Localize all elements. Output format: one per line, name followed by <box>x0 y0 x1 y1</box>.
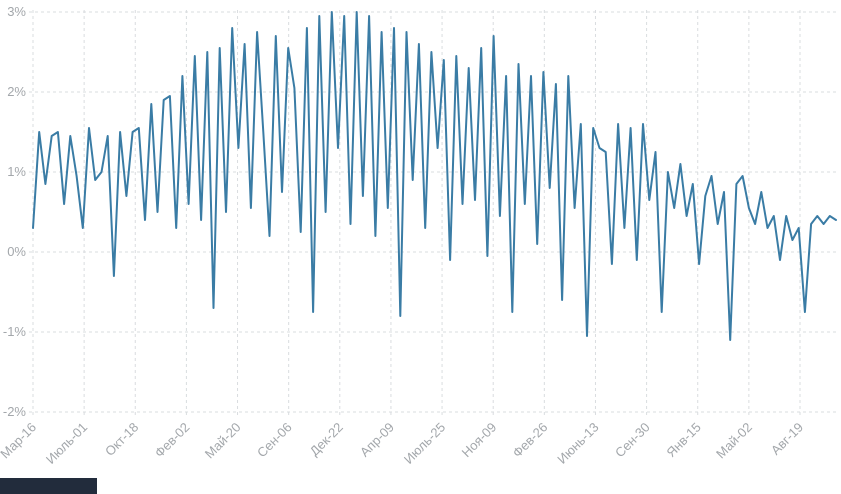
x-axis-tick-label: Май-20 <box>202 420 244 462</box>
x-axis-tick-label: Июль-25 <box>401 420 448 467</box>
bottom-left-dark-box <box>0 478 97 494</box>
x-axis-tick-label: Июль-01 <box>43 420 90 467</box>
y-axis-tick-label: 3% <box>7 4 26 19</box>
y-axis-tick-label: 0% <box>7 244 26 259</box>
x-axis-tick-label: Окт-18 <box>102 420 141 459</box>
x-axis-tick-label: Янв-15 <box>663 420 703 460</box>
x-axis-tick-label: Фев-26 <box>510 420 551 461</box>
y-axis-tick-label: -1% <box>3 324 27 339</box>
x-axis-labels: Мар-16Июль-01 Окт-18 Фев-02Май-20Сен-06 Дек… <box>0 420 806 467</box>
vertical-gridlines <box>33 10 800 416</box>
x-axis-tick-label: Дек-22 <box>307 420 346 459</box>
x-axis-tick-label: Май-02 <box>713 420 755 462</box>
x-axis-tick-label: Сен-30 <box>612 420 653 461</box>
x-axis-tick-label: Мар-16 <box>0 420 39 462</box>
x-axis-tick-label: Апр-09 <box>357 420 397 460</box>
data-series-line <box>33 12 836 340</box>
x-axis-tick-label: Авг-19 <box>768 420 806 458</box>
x-axis-tick-label: Фев-02 <box>152 420 193 461</box>
chart-page: 3% 2% 1% 0% -1% -2% Мар-16Июль-01 Окт-18 Фев-02… <box>0 0 841 494</box>
line-chart: 3% 2% 1% 0% -1% -2% Мар-16Июль-01 Окт-18 Фев-02… <box>0 0 841 494</box>
y-axis-tick-label: 1% <box>7 164 26 179</box>
x-axis-tick-label: Сен-06 <box>254 420 295 461</box>
x-axis-tick-label: Июнь-13 <box>554 420 601 467</box>
y-axis-labels: 3% 2% 1% 0% -1% -2% <box>3 4 27 419</box>
y-axis-tick-label: -2% <box>3 404 27 419</box>
x-axis-tick-label: Ноя-09 <box>459 420 500 461</box>
y-axis-tick-label: 2% <box>7 84 26 99</box>
